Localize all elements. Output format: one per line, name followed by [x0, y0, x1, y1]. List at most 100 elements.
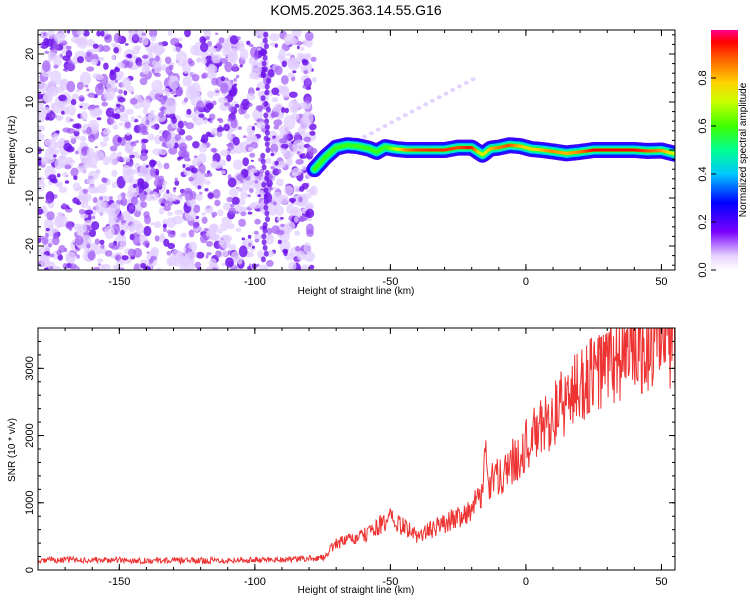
noise-blob [67, 207, 70, 209]
noise-blob [166, 194, 178, 202]
noise-blob [189, 230, 195, 238]
noise-blob [66, 146, 75, 153]
noise-blob [202, 217, 208, 224]
x-tick-label: -150 [108, 576, 130, 588]
noise-blob [265, 158, 271, 164]
noise-blob [41, 258, 51, 268]
noise-blob [291, 100, 296, 104]
noise-blob [100, 31, 104, 37]
noise-blob [151, 125, 156, 129]
noise-blob [239, 206, 246, 211]
noise-blob [247, 194, 251, 197]
noise-blob [238, 186, 242, 191]
noise-blob [273, 187, 278, 191]
noise-blob [263, 245, 268, 251]
noise-blob [192, 116, 197, 121]
noise-blob [209, 65, 218, 74]
noise-blob [103, 136, 109, 142]
noise-blob [141, 144, 146, 151]
noise-blob [57, 212, 64, 216]
noise-blob [148, 134, 155, 141]
noise-blob [150, 247, 159, 257]
noise-blob [257, 194, 261, 197]
noise-blob [287, 57, 299, 70]
noise-blob [177, 195, 183, 201]
noise-blob [162, 142, 166, 147]
noise-blob [275, 66, 283, 76]
noise-blob [232, 197, 240, 205]
snr-y-label: SNR (10 * v/v) [7, 418, 18, 482]
noise-blob [88, 135, 94, 139]
noise-blob [142, 139, 149, 143]
noise-blob [300, 154, 303, 158]
noise-blob [128, 27, 136, 36]
noise-blob [302, 85, 307, 89]
noise-blob [263, 112, 268, 118]
noise-blob [188, 177, 193, 182]
noise-blob [154, 45, 166, 54]
noise-blob [248, 243, 251, 247]
noise-blob [264, 176, 269, 182]
noise-blob [279, 125, 289, 134]
noise-blob [120, 230, 125, 236]
noise-blob [265, 130, 270, 136]
noise-blob [403, 113, 408, 117]
noise-blob [220, 83, 229, 94]
noise-blob [77, 39, 88, 49]
noise-blob [52, 236, 60, 245]
noise-blob [255, 239, 260, 243]
noise-blob [283, 250, 287, 256]
y-tick-label: 0 [24, 147, 36, 153]
noise-blob [264, 136, 269, 142]
noise-blob [176, 46, 181, 52]
noise-blob [76, 255, 79, 259]
noise-blob [202, 58, 207, 65]
noise-blob [52, 178, 58, 183]
noise-blob [223, 124, 230, 132]
noise-blob [274, 161, 278, 166]
noise-blob [286, 222, 295, 231]
noise-blob [118, 97, 126, 102]
noise-blob [86, 89, 89, 92]
noise-blob [65, 251, 75, 263]
noise-blob [174, 180, 179, 186]
noise-blob [47, 211, 55, 220]
noise-blob [235, 228, 241, 232]
noise-blob [206, 252, 211, 255]
noise-blob [128, 146, 134, 151]
noise-blob [69, 263, 77, 269]
noise-blob [186, 109, 191, 115]
snr-frame [38, 328, 675, 570]
noise-blob [54, 33, 65, 43]
spectrogram-marks [34, 24, 676, 275]
noise-blob [225, 257, 234, 267]
noise-blob [113, 124, 119, 129]
noise-blob [240, 190, 247, 199]
noise-blob [265, 89, 270, 95]
noise-blob [159, 208, 164, 215]
noise-blob [42, 238, 48, 245]
noise-blob [262, 239, 267, 245]
noise-blob [229, 244, 237, 250]
noise-blob [140, 78, 148, 86]
noise-blob [261, 49, 266, 55]
noise-blob [311, 57, 317, 62]
noise-blob [110, 69, 115, 75]
noise-blob [227, 133, 232, 137]
noise-blob [147, 252, 150, 254]
noise-blob [87, 53, 90, 57]
noise-blob [226, 144, 229, 146]
noise-blob [306, 229, 314, 237]
noise-blob [143, 226, 151, 236]
noise-blob [85, 85, 89, 88]
noise-blob [195, 194, 203, 201]
noise-blob [229, 188, 238, 197]
noise-blob [66, 50, 72, 58]
noise-blob [143, 55, 148, 59]
noise-blob [177, 157, 181, 161]
noise-blob [50, 70, 61, 85]
noise-blob [305, 78, 312, 86]
noise-blob [163, 88, 170, 94]
noise-blob [376, 128, 381, 132]
noise-blob [167, 243, 175, 249]
